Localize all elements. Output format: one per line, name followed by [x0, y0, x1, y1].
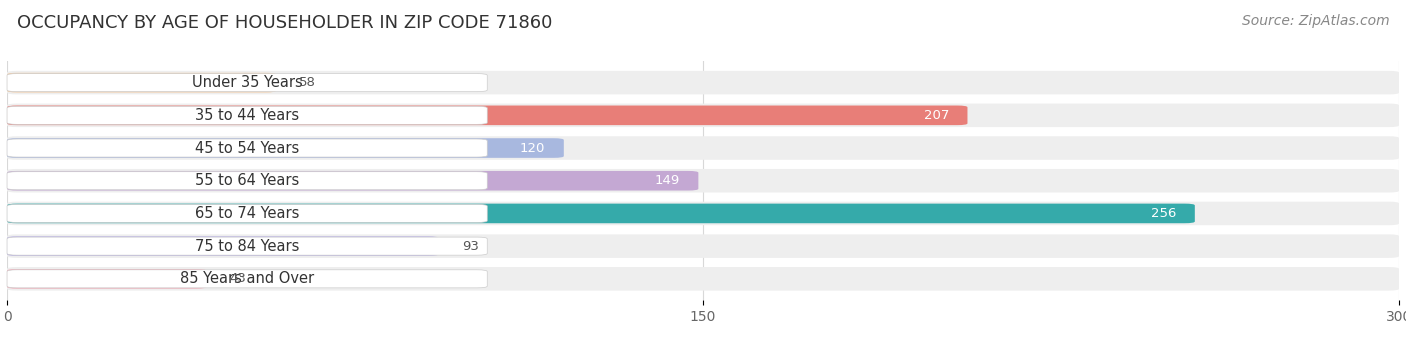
- Text: Source: ZipAtlas.com: Source: ZipAtlas.com: [1241, 14, 1389, 28]
- FancyBboxPatch shape: [7, 74, 488, 92]
- FancyBboxPatch shape: [7, 270, 488, 288]
- FancyBboxPatch shape: [7, 104, 1399, 127]
- FancyBboxPatch shape: [7, 269, 207, 288]
- FancyBboxPatch shape: [7, 73, 276, 92]
- Text: 256: 256: [1152, 207, 1177, 220]
- FancyBboxPatch shape: [7, 236, 439, 256]
- Text: 85 Years and Over: 85 Years and Over: [180, 271, 314, 286]
- FancyBboxPatch shape: [7, 204, 488, 222]
- Text: 93: 93: [461, 240, 478, 253]
- Text: 75 to 84 Years: 75 to 84 Years: [195, 239, 299, 254]
- Text: 43: 43: [229, 272, 246, 285]
- FancyBboxPatch shape: [7, 202, 1399, 225]
- FancyBboxPatch shape: [7, 267, 1399, 291]
- FancyBboxPatch shape: [7, 204, 1195, 223]
- Text: OCCUPANCY BY AGE OF HOUSEHOLDER IN ZIP CODE 71860: OCCUPANCY BY AGE OF HOUSEHOLDER IN ZIP C…: [17, 14, 553, 32]
- Text: 120: 120: [520, 142, 546, 154]
- Text: 149: 149: [655, 174, 681, 187]
- Text: 207: 207: [924, 109, 949, 122]
- FancyBboxPatch shape: [7, 169, 1399, 193]
- Text: Under 35 Years: Under 35 Years: [191, 75, 302, 90]
- FancyBboxPatch shape: [7, 138, 564, 158]
- FancyBboxPatch shape: [7, 234, 1399, 258]
- FancyBboxPatch shape: [7, 106, 488, 124]
- FancyBboxPatch shape: [7, 171, 699, 191]
- Text: 55 to 64 Years: 55 to 64 Years: [195, 173, 299, 188]
- FancyBboxPatch shape: [7, 172, 488, 190]
- FancyBboxPatch shape: [7, 71, 1399, 94]
- Text: 45 to 54 Years: 45 to 54 Years: [195, 140, 299, 155]
- Text: 58: 58: [299, 76, 316, 89]
- Text: 65 to 74 Years: 65 to 74 Years: [195, 206, 299, 221]
- FancyBboxPatch shape: [7, 237, 488, 255]
- FancyBboxPatch shape: [7, 105, 967, 125]
- FancyBboxPatch shape: [7, 136, 1399, 160]
- FancyBboxPatch shape: [7, 139, 488, 157]
- Text: 35 to 44 Years: 35 to 44 Years: [195, 108, 299, 123]
